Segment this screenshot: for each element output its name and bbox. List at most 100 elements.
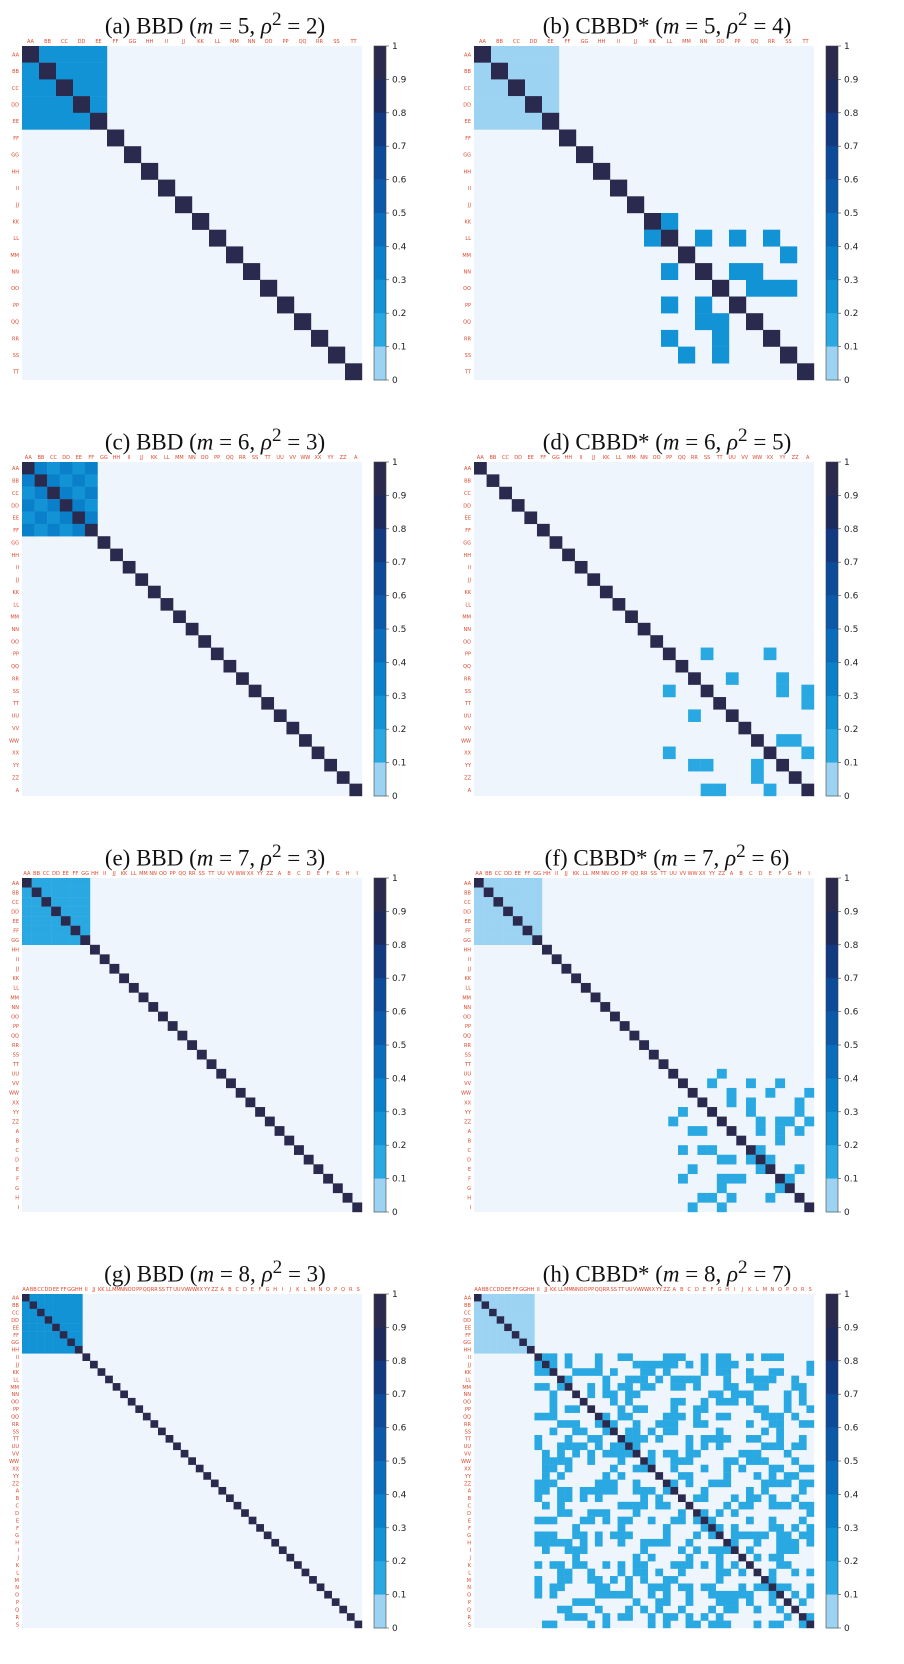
heatmap-cell <box>768 1368 777 1376</box>
y-var-label: I <box>18 1205 19 1211</box>
y-var-label: GG <box>463 153 471 159</box>
colorbar-tick-label: 0.4 <box>844 1490 859 1500</box>
heatmap-cell <box>687 1202 698 1213</box>
heatmap-cell <box>67 1316 76 1324</box>
heatmap-cell <box>746 1154 756 1165</box>
heatmap-cell <box>798 1464 807 1473</box>
heatmap-cell <box>617 1353 626 1361</box>
y-var-label: MM <box>10 253 19 259</box>
y-var-label: QQ <box>463 1415 471 1421</box>
heatmap-cell <box>301 1568 310 1577</box>
colorbar-segment <box>374 1427 386 1462</box>
heatmap-cell <box>39 62 57 80</box>
heatmap-cell <box>602 1472 611 1480</box>
x-var-label: DD <box>504 871 512 877</box>
colorbar-segment <box>374 1394 386 1428</box>
y-var-label: JJ <box>467 203 471 209</box>
heatmap-cell <box>655 1360 664 1369</box>
panel-title: (c) BBD (m = 6, ρ2 = 3) <box>104 425 326 455</box>
x-var-label: YY <box>778 455 786 461</box>
heatmap-cell <box>715 1531 724 1540</box>
heatmap-cell <box>726 1126 737 1136</box>
heatmap-cell <box>496 1338 505 1347</box>
heatmap-cell <box>508 46 526 63</box>
heatmap-cell <box>632 1598 641 1606</box>
x-var-label: GG <box>129 39 137 45</box>
panel-title: (f) CBBD* (m = 7, ρ2 = 6) <box>544 841 790 871</box>
heatmap-cell <box>640 1561 648 1569</box>
heatmap-cell <box>765 1154 776 1165</box>
heatmap-cell <box>526 1338 535 1347</box>
heatmap-cell <box>511 499 525 512</box>
heatmap-cell <box>715 1479 724 1488</box>
heatmap-cell <box>776 1427 784 1436</box>
heatmap-cell <box>632 1442 641 1451</box>
y-var-label: A <box>16 1489 20 1495</box>
y-var-label: SS <box>13 689 19 695</box>
heatmap-cell <box>542 79 560 97</box>
heatmap-cell <box>70 897 81 907</box>
colorbar-tick-label: 0 <box>392 1208 398 1218</box>
heatmap-cell <box>788 771 802 784</box>
heatmap-cell <box>557 1486 565 1495</box>
heatmap-cell <box>723 1501 732 1510</box>
heatmap-cell <box>504 1294 512 1302</box>
y-var-label: F <box>468 1526 471 1532</box>
x-var-label: LL <box>106 1287 112 1293</box>
heatmap-cell <box>39 46 57 63</box>
heatmap-cell <box>678 1509 686 1517</box>
x-var-label: NN <box>700 39 708 45</box>
heatmap-cell <box>579 1598 588 1606</box>
x-var-label: R <box>801 1287 805 1293</box>
x-var-label: M <box>311 1287 315 1293</box>
heatmap-cell <box>632 1501 641 1510</box>
heatmap-cell <box>564 1605 573 1614</box>
x-var-label: KK <box>197 39 204 45</box>
heatmap-cell <box>700 758 714 772</box>
heatmap-cell <box>271 1538 280 1547</box>
heatmap-cell <box>662 1368 671 1376</box>
x-var-label: BB <box>496 39 503 45</box>
x-var-label: LL <box>667 39 673 45</box>
x-var-label: ZZ <box>718 871 725 877</box>
heatmap-cell <box>504 1345 512 1354</box>
heatmap-cell <box>763 783 777 797</box>
heatmap-cell <box>685 1583 694 1592</box>
heatmap-cell <box>776 1442 784 1451</box>
x-var-label: NN <box>572 1287 580 1293</box>
heatmap-cell <box>761 1486 769 1495</box>
y-var-label: L <box>468 1570 471 1576</box>
y-var-label: YY <box>464 1110 472 1116</box>
heatmap-cell <box>776 734 790 747</box>
x-var-label: MM <box>112 1287 121 1293</box>
heatmap-cell <box>135 573 149 586</box>
heatmap-cell <box>73 96 91 113</box>
heatmap-cell <box>661 213 679 230</box>
colorbar-tick-label: 0.9 <box>392 1323 407 1333</box>
heatmap-cell <box>59 1308 68 1317</box>
heatmap-cell <box>617 1590 626 1599</box>
heatmap-cell <box>542 1360 550 1369</box>
heatmap-cell <box>765 1087 776 1098</box>
y-var-label: CC <box>464 491 471 497</box>
heatmap-cell <box>549 1368 558 1376</box>
heatmap-cell <box>768 1620 777 1629</box>
heatmap-cell <box>41 878 52 888</box>
x-var-label: AA <box>23 871 31 877</box>
heatmap-cell <box>602 1412 611 1421</box>
heatmap-cell <box>632 1464 641 1473</box>
heatmap-cell <box>512 925 523 936</box>
x-var-label: JJ <box>543 1287 547 1293</box>
y-var-label: TT <box>464 701 472 707</box>
x-var-label: EE <box>505 1287 511 1293</box>
heatmap-cell <box>776 1435 784 1443</box>
y-var-label: CC <box>12 491 19 497</box>
heatmap-cell <box>763 746 777 760</box>
heatmap-cell <box>670 1383 679 1391</box>
heatmap-cell <box>549 1405 558 1413</box>
heatmap-cell <box>594 1583 603 1592</box>
y-var-label: CC <box>464 900 471 906</box>
heatmap-cell <box>678 1375 686 1384</box>
y-var-label: P <box>468 1600 471 1606</box>
colorbar-tick-label: 0.4 <box>392 658 407 668</box>
